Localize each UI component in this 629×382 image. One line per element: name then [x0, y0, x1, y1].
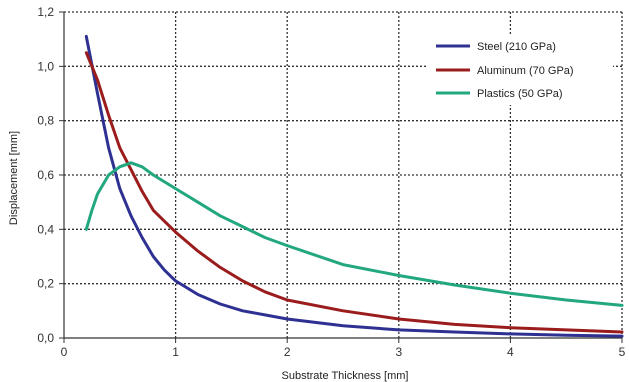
series-line-steel — [84, 34, 624, 338]
x-tick-label: 2 — [284, 345, 291, 359]
series-group — [84, 34, 624, 338]
legend-label-steel: Steel (210 GPa) — [477, 41, 556, 53]
y-tick-label: 0,6 — [37, 168, 54, 182]
x-tick-label: 3 — [395, 345, 402, 359]
axes — [59, 11, 623, 343]
y-axis-title: Displacement [mm] — [8, 131, 20, 225]
legend-label-aluminum: Aluminum (70 GPa) — [477, 65, 574, 77]
y-tick-label: 0,4 — [37, 222, 54, 236]
legend: Steel (210 GPa) Aluminum (70 GPa) Plasti… — [428, 35, 613, 105]
y-tick-label: 0,0 — [37, 331, 54, 345]
tick-labels: 0 1 2 3 4 5 0,0 0,2 0,4 0,6 0,8 1,0 1,2 — [37, 5, 625, 359]
y-tick-label: 1,0 — [37, 59, 54, 73]
x-axis-title: Substrate Thickness [mm] — [282, 370, 409, 382]
y-tick-label: 0,2 — [37, 277, 54, 291]
x-tick-label: 5 — [619, 345, 626, 359]
x-tick-label: 4 — [507, 345, 514, 359]
y-tick-label: 0,8 — [37, 114, 54, 128]
x-tick-label: 1 — [172, 345, 179, 359]
y-tick-label: 1,2 — [37, 5, 54, 19]
series-line-aluminum — [84, 51, 624, 334]
x-tick-label: 0 — [61, 345, 68, 359]
legend-label-plastics: Plastics (50 GPa) — [477, 88, 563, 100]
series-line-plastics — [84, 161, 624, 307]
